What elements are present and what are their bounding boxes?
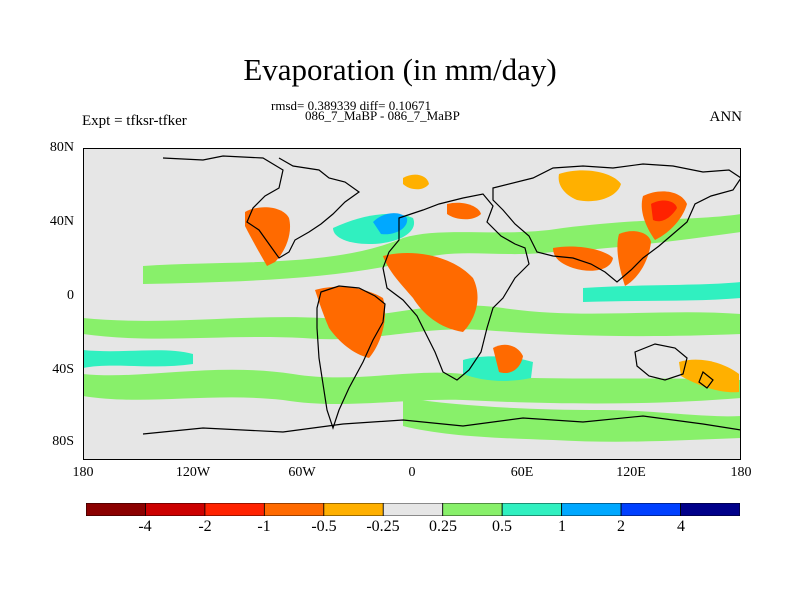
field-negative-region [447, 202, 481, 220]
map-frame [83, 148, 741, 460]
field-positive-band [83, 305, 741, 340]
field-negative-region [679, 359, 739, 393]
field-negative-region [617, 231, 651, 286]
field-positive-region [83, 350, 193, 368]
colorbar-label: 2 [617, 518, 625, 535]
colorbar-swatch [204, 503, 265, 516]
colorbar-label: 1 [558, 518, 566, 535]
colorbar-label: -4 [138, 518, 152, 535]
field-negative-region [493, 344, 523, 374]
field-negative-region [383, 252, 478, 332]
coastline [634, 343, 688, 381]
colorbar-swatch [501, 503, 563, 516]
field-negative-region [315, 286, 386, 358]
field-negative-region [553, 246, 613, 271]
colorbar-swatch [145, 503, 206, 516]
coastline [492, 163, 741, 283]
y-tick-label: 80S [52, 434, 74, 449]
coastline [142, 415, 741, 435]
coastline [162, 155, 361, 259]
colorbar-swatch [263, 503, 325, 516]
coastline [382, 193, 530, 381]
colorbar-swatch [620, 503, 681, 516]
y-tick-label: 40S [52, 362, 74, 377]
colorbar-swatch [442, 503, 503, 516]
y-tick-label: 80N [49, 140, 74, 155]
x-tick-label: 60W [288, 465, 316, 480]
colorbar-label: 0.5 [492, 518, 512, 535]
colorbar [86, 503, 740, 516]
colorbar-label: -0.25 [366, 518, 400, 535]
colorbar-label: -2 [198, 518, 212, 535]
colorbar-swatch [382, 503, 444, 516]
field-positive-band [403, 398, 741, 442]
x-tick-label: 180 [730, 465, 752, 480]
x-tick-label: 120E [616, 465, 646, 480]
coastline [698, 371, 714, 389]
y-tick-label: 40N [49, 214, 74, 229]
field-negative-region [651, 200, 677, 222]
colorbar-swatch [561, 503, 622, 516]
colorbar-swatch [680, 503, 740, 516]
colorbar-label: 0.25 [429, 518, 457, 535]
evaporation-map [83, 148, 741, 460]
field-negative-region [558, 170, 621, 202]
field-positive-band [83, 369, 741, 405]
figure-title: Evaporation (in mm/day) [243, 52, 557, 87]
stats-text: rmsd= 0.389339 diff= 0.10671 [271, 98, 431, 113]
colorbar-swatch [323, 503, 384, 516]
x-tick-label: 120W [175, 465, 211, 480]
x-tick-label: 60E [510, 465, 534, 480]
y-tick-label: 0 [67, 288, 74, 303]
x-tick-label: 180 [72, 465, 94, 480]
coastline-layer [142, 155, 741, 435]
season-label: ANN [709, 109, 743, 125]
colorbar-label: -1 [257, 518, 271, 535]
field-positive-region [583, 282, 741, 302]
experiment-label: Expt = tfksr-tfker [82, 113, 187, 129]
colorbar-swatch [86, 503, 146, 516]
coastline [316, 285, 386, 430]
case-label: 086_7_MaBP - 086_7_MaBP [305, 108, 460, 123]
field-positive-band [143, 214, 741, 284]
x-tick-label: 0 [408, 465, 416, 480]
field-negative-region [403, 174, 429, 190]
field-negative-region [245, 207, 291, 266]
colorbar-label: 4 [677, 518, 685, 535]
colorbar-label: -0.5 [311, 518, 337, 535]
field-layer [83, 170, 741, 442]
